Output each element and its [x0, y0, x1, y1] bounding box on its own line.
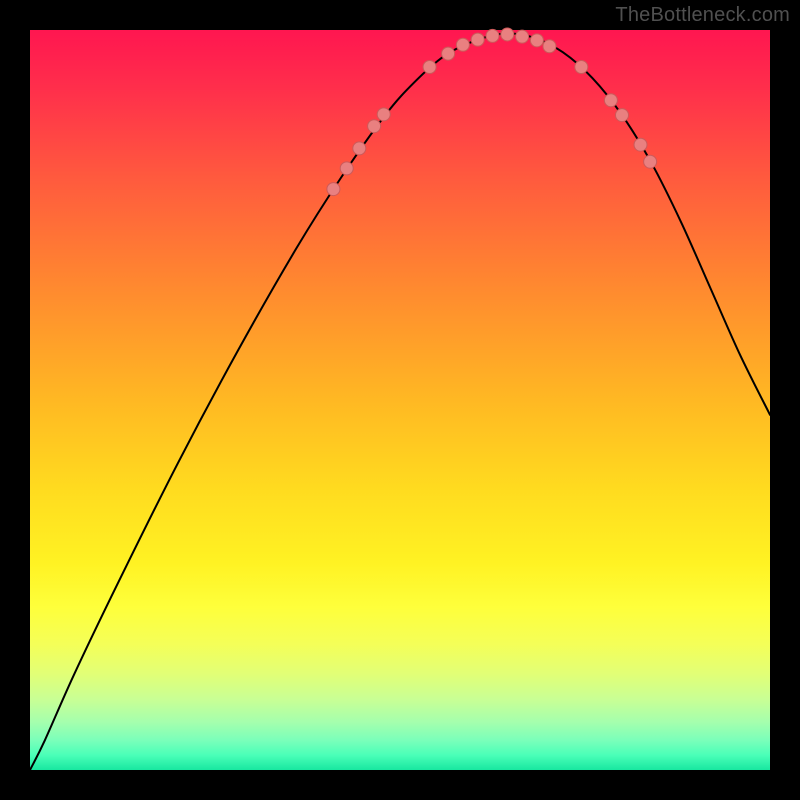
data-marker [368, 120, 381, 133]
data-marker [575, 61, 588, 74]
data-marker [604, 94, 617, 107]
data-marker [353, 142, 366, 155]
data-marker [442, 47, 455, 60]
data-marker [471, 33, 484, 46]
data-marker [616, 109, 629, 122]
data-marker [456, 38, 469, 51]
data-marker [423, 61, 436, 74]
data-marker [530, 34, 543, 47]
data-marker [340, 162, 353, 175]
data-marker [486, 29, 499, 42]
data-marker [543, 40, 556, 53]
chart-svg [30, 30, 770, 770]
data-marker [516, 30, 529, 43]
chart-background [30, 30, 770, 770]
data-marker [644, 155, 657, 168]
data-marker [634, 138, 647, 151]
watermark-text: TheBottleneck.com [615, 4, 790, 27]
data-marker [501, 28, 514, 41]
data-marker [327, 183, 340, 196]
data-marker [377, 108, 390, 121]
chart-plot-area [30, 30, 770, 770]
